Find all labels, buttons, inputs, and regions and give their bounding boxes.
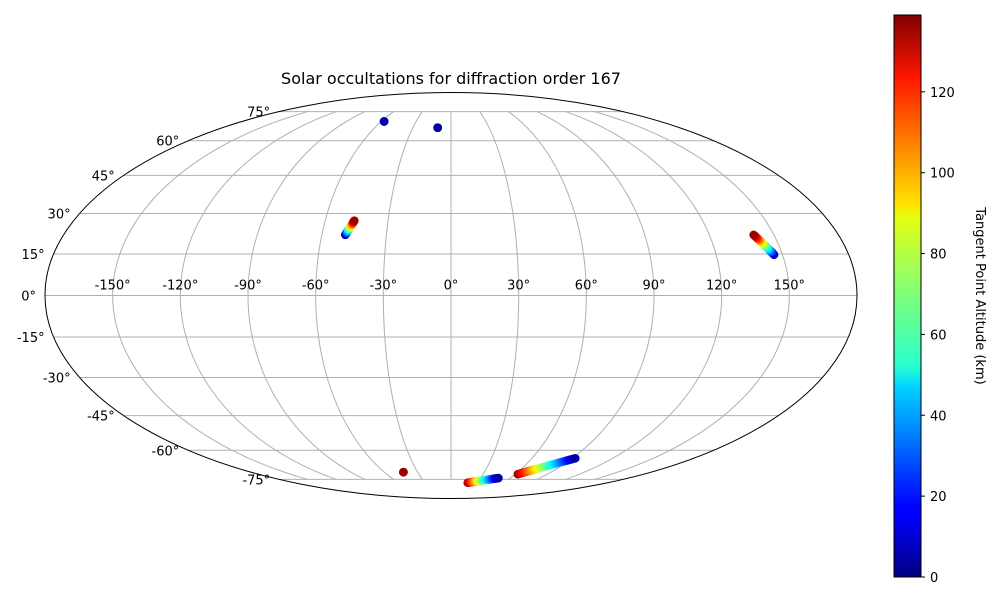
occultation-point <box>570 453 580 463</box>
latitude-tick-label: 75° <box>247 106 270 121</box>
longitude-tick-label: 60° <box>575 279 598 294</box>
longitude-tick-label: -30° <box>369 279 397 294</box>
meridian-gridline <box>247 111 366 480</box>
latitude-tick-label: 0° <box>21 290 36 305</box>
chart-title: Solar occultations for diffraction order… <box>281 69 621 88</box>
meridian-gridline <box>112 111 308 480</box>
meridian-gridline <box>536 111 655 480</box>
colorbar-tick-label: 100 <box>930 167 955 182</box>
longitude-tick-label: -90° <box>234 279 262 294</box>
longitude-tick-label: -150° <box>95 279 131 294</box>
longitude-tick-label: 30° <box>507 279 530 294</box>
latitude-tick-label: 30° <box>48 207 71 222</box>
occultation-point <box>350 216 359 225</box>
meridian-gridline <box>382 111 423 480</box>
colorbar-tick-label: 0 <box>930 571 938 586</box>
colorbar-tick-label: 80 <box>930 248 947 263</box>
meridian-gridline <box>507 111 587 480</box>
longitude-tick-label: 120° <box>706 279 737 294</box>
latitude-tick-label: -15° <box>17 331 45 346</box>
meridian-gridline <box>315 111 395 480</box>
meridian-gridline <box>479 111 520 480</box>
meridian-gridline <box>594 111 790 480</box>
latitude-tick-label: 15° <box>22 248 45 263</box>
colorbar-label: Tangent Point Altitude (km) <box>972 206 987 384</box>
occultation-points <box>341 117 779 488</box>
colorbar-tick-label: 40 <box>930 409 947 424</box>
latitude-tick-label: -60° <box>152 444 180 459</box>
occultation-point <box>379 117 389 126</box>
latitude-tick-label: -75° <box>242 473 270 488</box>
latitude-tick-label: -45° <box>87 410 115 425</box>
colorbar-tick-label: 120 <box>930 86 955 101</box>
colorbar-gradient <box>893 14 922 578</box>
longitude-tick-labels: -150° -120° -90° -60° -30° 0° 30° 60° 90° 120° 150… <box>95 279 805 294</box>
occultation-point <box>749 230 758 240</box>
latitude-tick-label: 45° <box>92 169 115 184</box>
colorbar-tick-label: 60 <box>930 328 947 343</box>
meridian-gridline <box>565 111 723 480</box>
colorbar: 0 20 40 60 80 100 120 Tangent Point Altitude (… <box>893 14 987 586</box>
occultation-point <box>433 123 442 132</box>
colorbar-ticks: 0 20 40 60 80 100 120 <box>921 86 955 586</box>
latitude-tick-labels: -75° -60° -45° -30° -15° 0° 15° 30° 45° 60° 75° <box>17 106 270 489</box>
graticule-grid <box>45 111 857 480</box>
longitude-tick-label: 90° <box>642 279 665 294</box>
occultation-point <box>494 473 503 483</box>
latitude-tick-label: -30° <box>43 372 71 387</box>
longitude-tick-label: 0° <box>444 279 459 294</box>
occultation-point <box>399 467 408 477</box>
meridian-gridline <box>179 111 337 480</box>
colorbar-tick-label: 20 <box>930 490 947 505</box>
longitude-tick-label: 150° <box>774 279 805 294</box>
latitude-tick-label: 60° <box>156 135 179 150</box>
map-boundary <box>44 92 858 499</box>
longitude-tick-label: -60° <box>302 279 330 294</box>
longitude-tick-label: -120° <box>162 279 198 294</box>
